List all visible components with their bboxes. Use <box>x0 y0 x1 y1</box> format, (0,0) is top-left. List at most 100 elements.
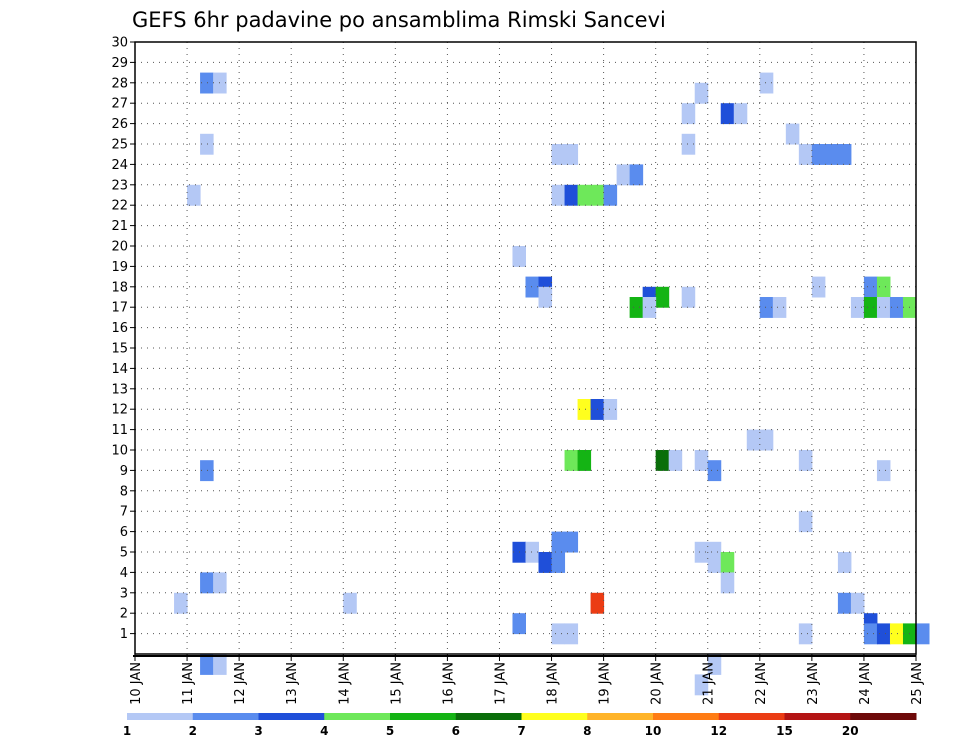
precip-cell <box>200 572 214 594</box>
precip-cell <box>213 654 227 675</box>
precip-cell <box>876 460 891 482</box>
x-tick-label: 20 JAN <box>650 662 665 705</box>
precip-cell <box>655 450 670 471</box>
colorbar-label: 12 <box>710 724 727 738</box>
colorbar-swatch <box>784 713 851 720</box>
x-tick-label: 24 JAN <box>858 662 873 705</box>
colorbar-swatch <box>127 713 194 720</box>
precip-cell <box>681 133 696 155</box>
precip-cell <box>876 297 891 318</box>
y-tick-label: 17 <box>111 301 128 316</box>
precip-cell <box>694 674 709 696</box>
precip-cell <box>785 123 800 145</box>
precip-cell <box>551 552 566 573</box>
colorbar-swatch <box>653 713 720 720</box>
y-tick-label: 1 <box>120 627 128 642</box>
precip-cell <box>551 531 566 553</box>
colorbar-label: 5 <box>386 724 394 738</box>
precip-cell <box>850 592 865 614</box>
y-tick-label: 8 <box>120 484 128 499</box>
y-tick-label: 22 <box>111 199 128 214</box>
x-tick-label: 15 JAN <box>389 662 404 705</box>
x-tick-label: 18 JAN <box>546 662 561 705</box>
precip-cell <box>200 72 214 94</box>
precip-cell <box>629 297 644 318</box>
precip-cell <box>863 276 878 298</box>
colorbar-label: 2 <box>189 724 197 738</box>
precip-cell <box>603 399 618 420</box>
colorbar-label: 15 <box>776 724 793 738</box>
y-tick-label: 12 <box>111 403 128 418</box>
precip-cell <box>798 511 813 533</box>
precip-cell <box>551 623 566 645</box>
precip-cell <box>707 654 722 675</box>
y-tick-label: 30 <box>111 36 128 51</box>
precip-cell <box>577 399 592 420</box>
y-tick-label: 2 <box>120 607 128 622</box>
chart-title: GEFS 6hr padavine po ansamblima Rimski S… <box>132 8 666 32</box>
precip-cell <box>876 276 891 298</box>
precip-cell <box>798 450 813 471</box>
precip-cell <box>642 297 657 318</box>
colorbar-swatch <box>521 713 588 720</box>
precip-cell <box>798 623 813 645</box>
precip-cell <box>720 103 735 125</box>
precip-cell <box>200 654 214 675</box>
precip-cell <box>668 450 683 471</box>
y-tick-label: 24 <box>111 158 128 173</box>
colorbar-swatch <box>850 713 917 720</box>
precip-cell <box>200 460 214 482</box>
precip-cell <box>681 103 696 125</box>
precip-cell <box>811 276 826 298</box>
precip-cell <box>811 144 826 165</box>
x-tick-label: 25 JAN <box>910 662 925 705</box>
colorbar-label: 3 <box>254 724 262 738</box>
precip-cell <box>603 184 618 206</box>
precip-cell <box>343 592 357 614</box>
precip-cell <box>759 72 774 94</box>
y-tick-label: 23 <box>111 178 128 193</box>
precip-cell <box>538 552 553 573</box>
precip-cell <box>564 531 579 553</box>
y-tick-label: 10 <box>111 444 128 459</box>
x-tick-label: 11 JAN <box>181 662 196 705</box>
y-tick-label: 15 <box>111 342 128 357</box>
x-tick-label: 17 JAN <box>493 662 508 705</box>
colorbar-swatch <box>587 713 654 720</box>
precip-cell <box>174 592 188 614</box>
precip-cell <box>837 592 852 614</box>
precip-cell <box>707 460 722 482</box>
colorbar-swatch <box>455 713 522 720</box>
precip-cell <box>720 552 735 573</box>
precip-cell <box>759 297 774 318</box>
x-tick-label: 22 JAN <box>754 662 769 705</box>
precip-cell <box>694 450 709 471</box>
precip-cell <box>733 103 748 125</box>
precip-cell <box>564 623 579 645</box>
precip-cell <box>916 623 930 645</box>
precip-cell <box>694 541 709 563</box>
precip-cell <box>850 297 865 318</box>
y-tick-label: 6 <box>120 525 128 540</box>
precip-cell <box>746 429 761 451</box>
y-tick-label: 13 <box>111 382 128 397</box>
precip-cell <box>837 552 852 573</box>
x-tick-label: 10 JAN <box>129 662 144 705</box>
precip-cell <box>824 144 839 165</box>
precip-cell <box>577 184 592 206</box>
y-tick-label: 29 <box>111 56 128 71</box>
precip-cell <box>798 144 813 165</box>
precip-cell <box>655 286 670 308</box>
x-tick-label: 14 JAN <box>337 662 352 705</box>
precip-cell <box>889 297 904 318</box>
precip-cell <box>590 592 605 614</box>
data-cells <box>174 72 930 696</box>
y-tick-label: 28 <box>111 76 128 91</box>
precip-cell <box>720 572 735 594</box>
precip-cell <box>577 450 592 471</box>
precip-cell <box>876 623 891 645</box>
colorbar-swatch <box>324 713 391 720</box>
precip-cell <box>863 623 878 645</box>
precip-cell <box>759 429 774 451</box>
